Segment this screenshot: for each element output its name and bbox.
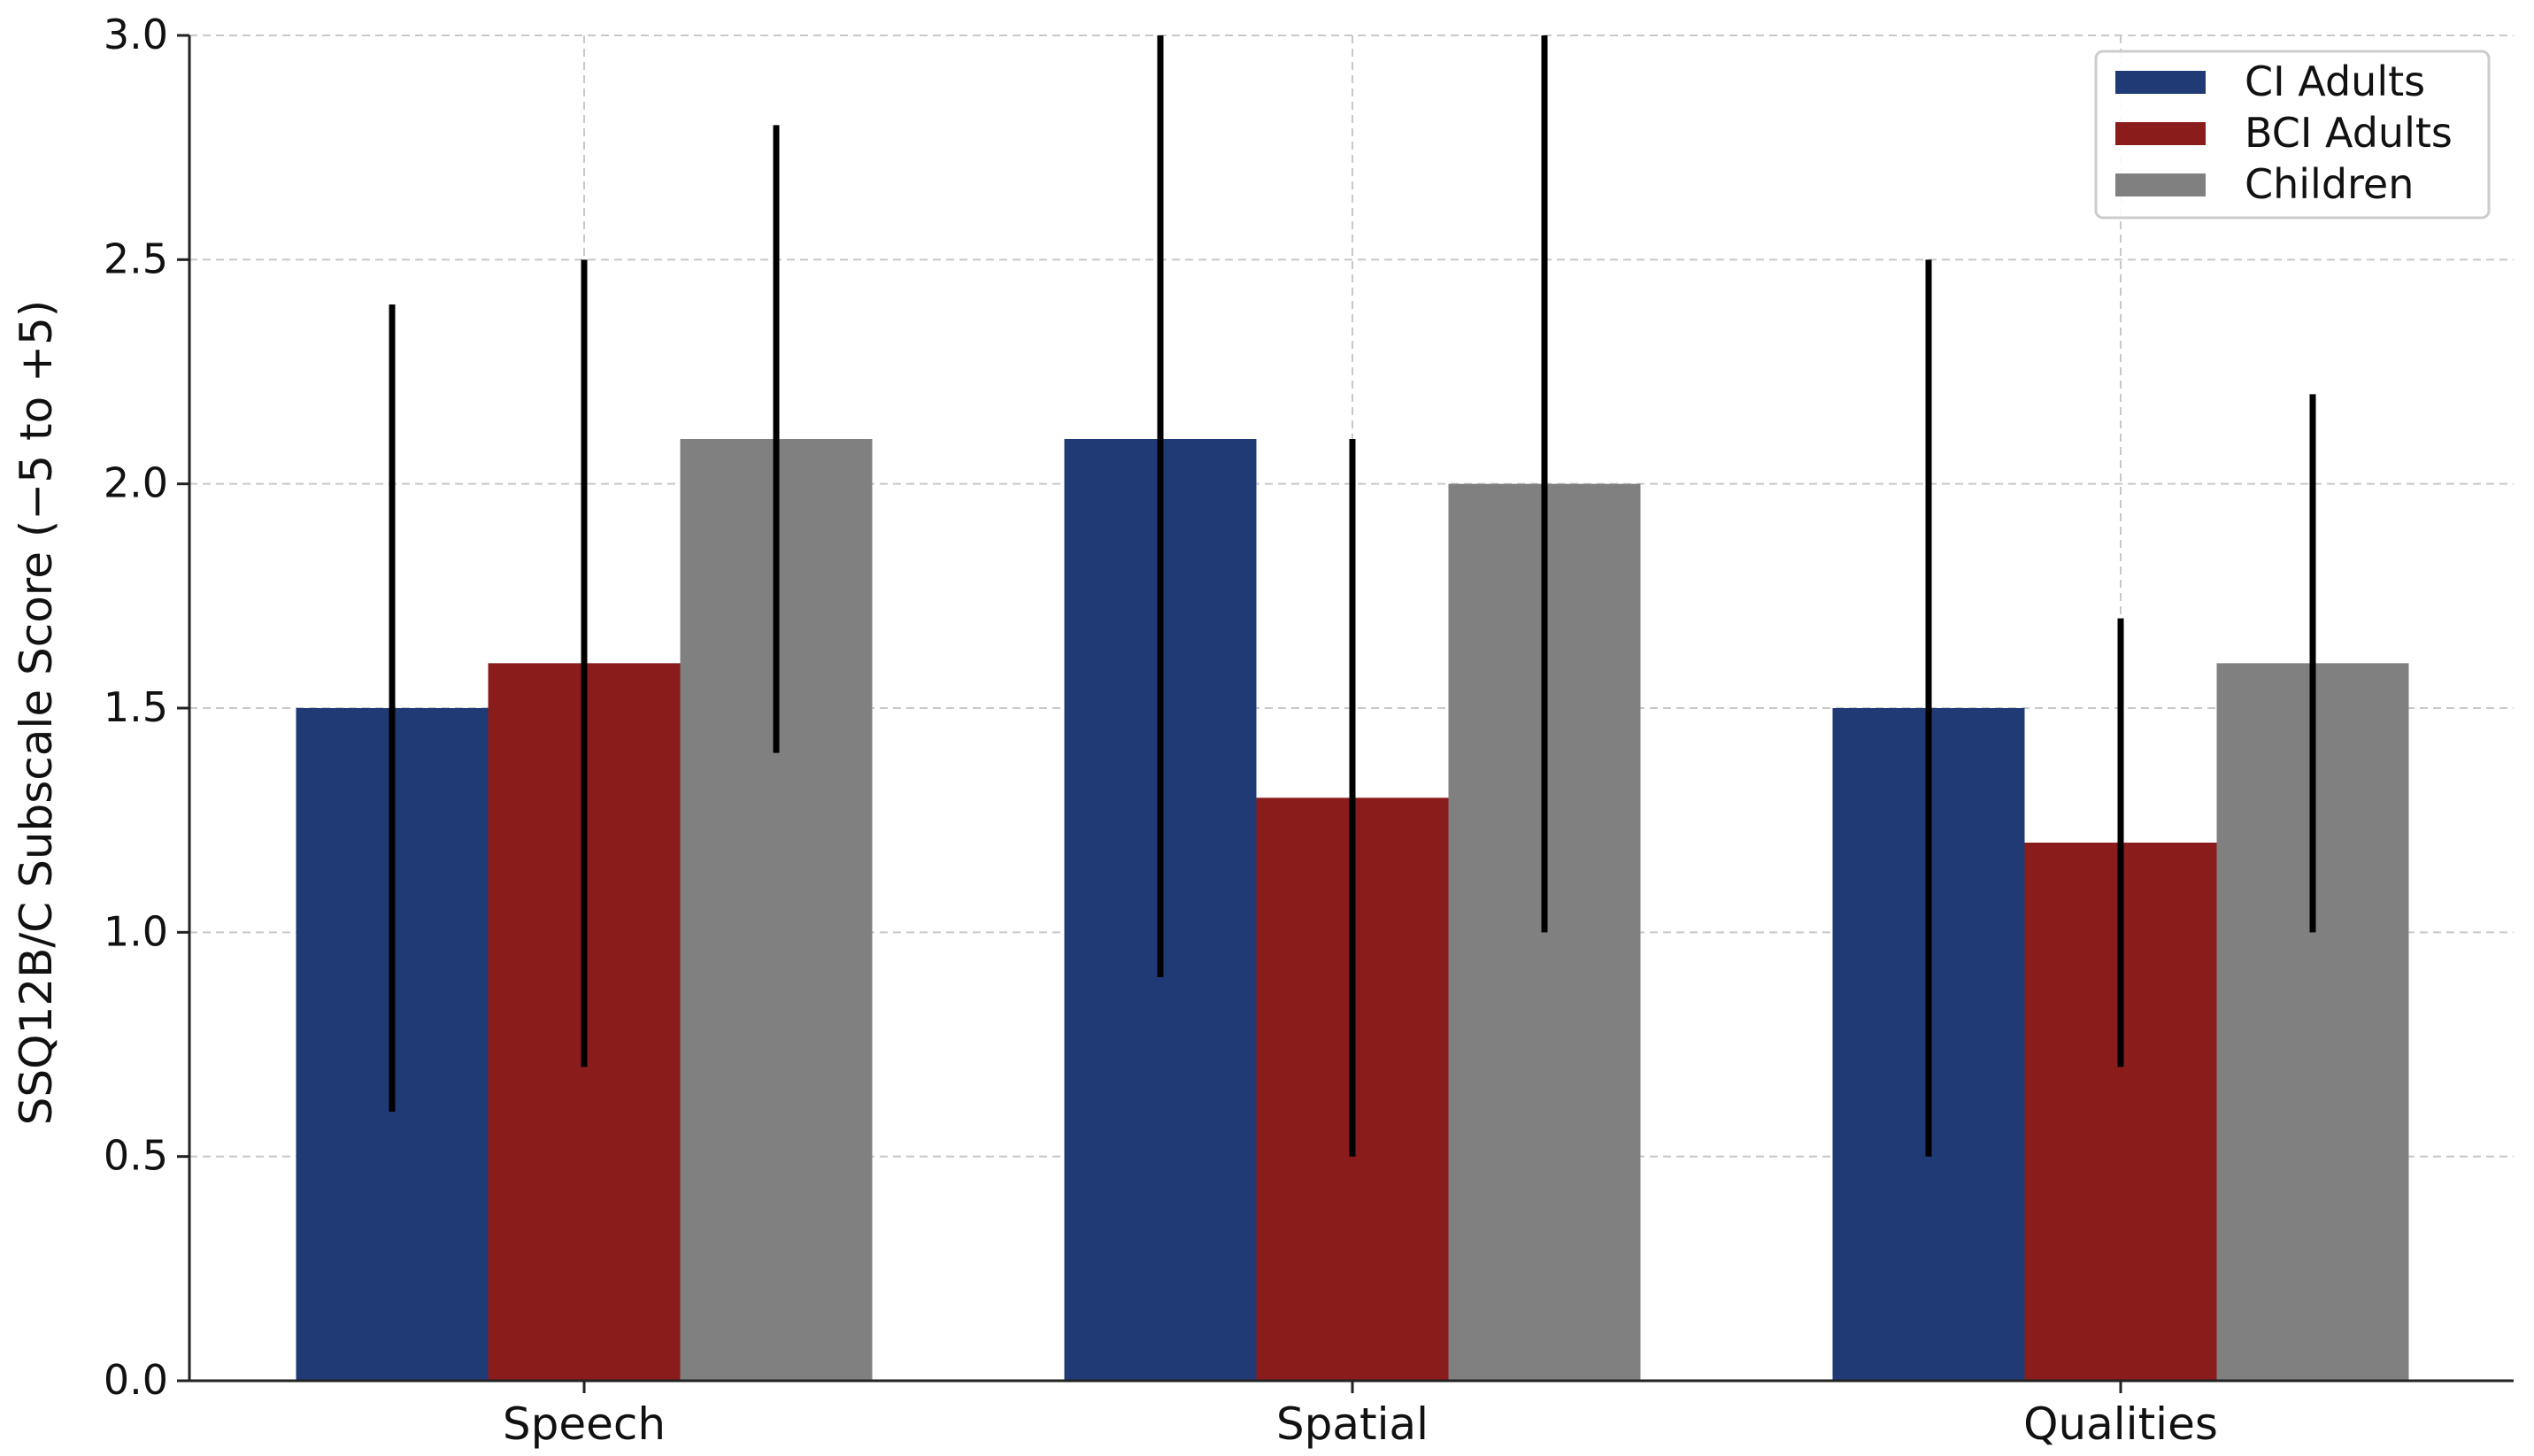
x-tick-label-qualities: Qualities xyxy=(2023,1398,2218,1450)
y-tick-label: 0.5 xyxy=(104,1132,168,1180)
legend-swatch-children xyxy=(2115,173,2206,196)
y-tick-label: 1.5 xyxy=(104,683,168,731)
error-bars-layer xyxy=(389,35,2316,1157)
y-tick-label: 2.0 xyxy=(104,459,168,507)
legend-label-children: Children xyxy=(2245,160,2414,208)
x-tick-label-speech: Speech xyxy=(503,1398,666,1450)
y-tick-label: 1.0 xyxy=(104,907,168,955)
y-tick-label: 3.0 xyxy=(104,11,168,58)
legend-label-ci-adults: CI Adults xyxy=(2245,58,2425,105)
x-tick-label-spatial: Spatial xyxy=(1276,1398,1429,1450)
ticks-layer: 0.0 0.5 1.0 1.5 2.0 2.5 3.0 Speech Spatial Qualit… xyxy=(104,11,2218,1450)
legend-swatch-ci-adults xyxy=(2115,71,2206,94)
y-tick-label: 2.5 xyxy=(104,235,168,282)
legend-label-bci-adults: BCI Adults xyxy=(2245,109,2453,157)
y-tick-label: 0.0 xyxy=(104,1356,168,1404)
legend-swatch-bci-adults xyxy=(2115,122,2206,145)
y-axis-label: SSQ12B/C Subscale Score (−5 to +5) xyxy=(11,300,62,1126)
